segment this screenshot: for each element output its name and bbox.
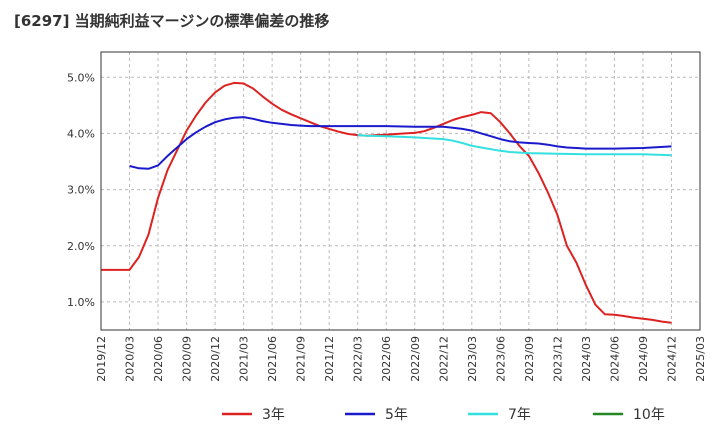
x-tick-label: 2020/06: [152, 336, 165, 382]
x-tick-label: 2023/12: [551, 336, 564, 382]
x-tick-label: 2023/06: [494, 336, 507, 382]
x-tick-label: 2020/03: [124, 336, 137, 382]
x-tick-label: 2021/03: [238, 336, 251, 382]
x-tick-label: 2021/09: [295, 336, 308, 382]
x-tick-label: 2019/12: [95, 336, 108, 382]
series-lines: [101, 81, 672, 324]
legend-label-5年: 5年: [385, 407, 408, 423]
x-tick-label: 2024/12: [665, 336, 678, 382]
series-line-3年: [101, 81, 672, 324]
plot-area: [101, 52, 700, 330]
plot-background: [101, 52, 700, 330]
x-tick-label: 2024/09: [637, 336, 650, 382]
x-tick-label: 2025/03: [694, 336, 707, 382]
x-tick-label: 2022/06: [380, 336, 393, 382]
x-tick-label: 2022/12: [437, 336, 450, 382]
legend-label-3年: 3年: [262, 407, 285, 423]
x-tick-label: 2024/06: [608, 336, 621, 382]
x-tick-label: 2020/12: [209, 336, 222, 382]
plot-border: [100, 51, 701, 331]
x-tick-label: 2022/03: [352, 336, 365, 382]
chart-title: [6297] 当期純利益マージンの標準偏差の推移: [14, 12, 330, 30]
legend-label-10年: 10年: [633, 407, 665, 423]
x-tick-label: 2021/12: [323, 336, 336, 382]
y-tick-label: 3.0%: [67, 184, 95, 197]
y-tick-label: 4.0%: [67, 127, 95, 140]
x-tick-label: 2024/03: [580, 336, 593, 382]
legend-label-7年: 7年: [508, 407, 531, 423]
y-tick-label: 5.0%: [67, 71, 95, 84]
x-tick-label: 2023/09: [523, 336, 536, 382]
series-line-7年: [357, 134, 672, 157]
x-tick-label: 2023/03: [466, 336, 479, 382]
axes: 1.0% 2.0% 3.0% 4.0% 5.0% 2019/12 2020/03 2020/0…: [67, 51, 707, 382]
y-tick-label: 2.0%: [67, 240, 95, 253]
x-tick-label: 2022/09: [409, 336, 422, 382]
grid-lines: [101, 52, 700, 330]
series-line-5年: [129, 116, 672, 170]
x-tick-label: 2021/06: [266, 336, 279, 382]
y-tick-label: 1.0%: [67, 296, 95, 309]
x-tick-label: 2020/09: [181, 336, 194, 382]
legend: 3年 5年 7年 10年: [222, 407, 665, 423]
